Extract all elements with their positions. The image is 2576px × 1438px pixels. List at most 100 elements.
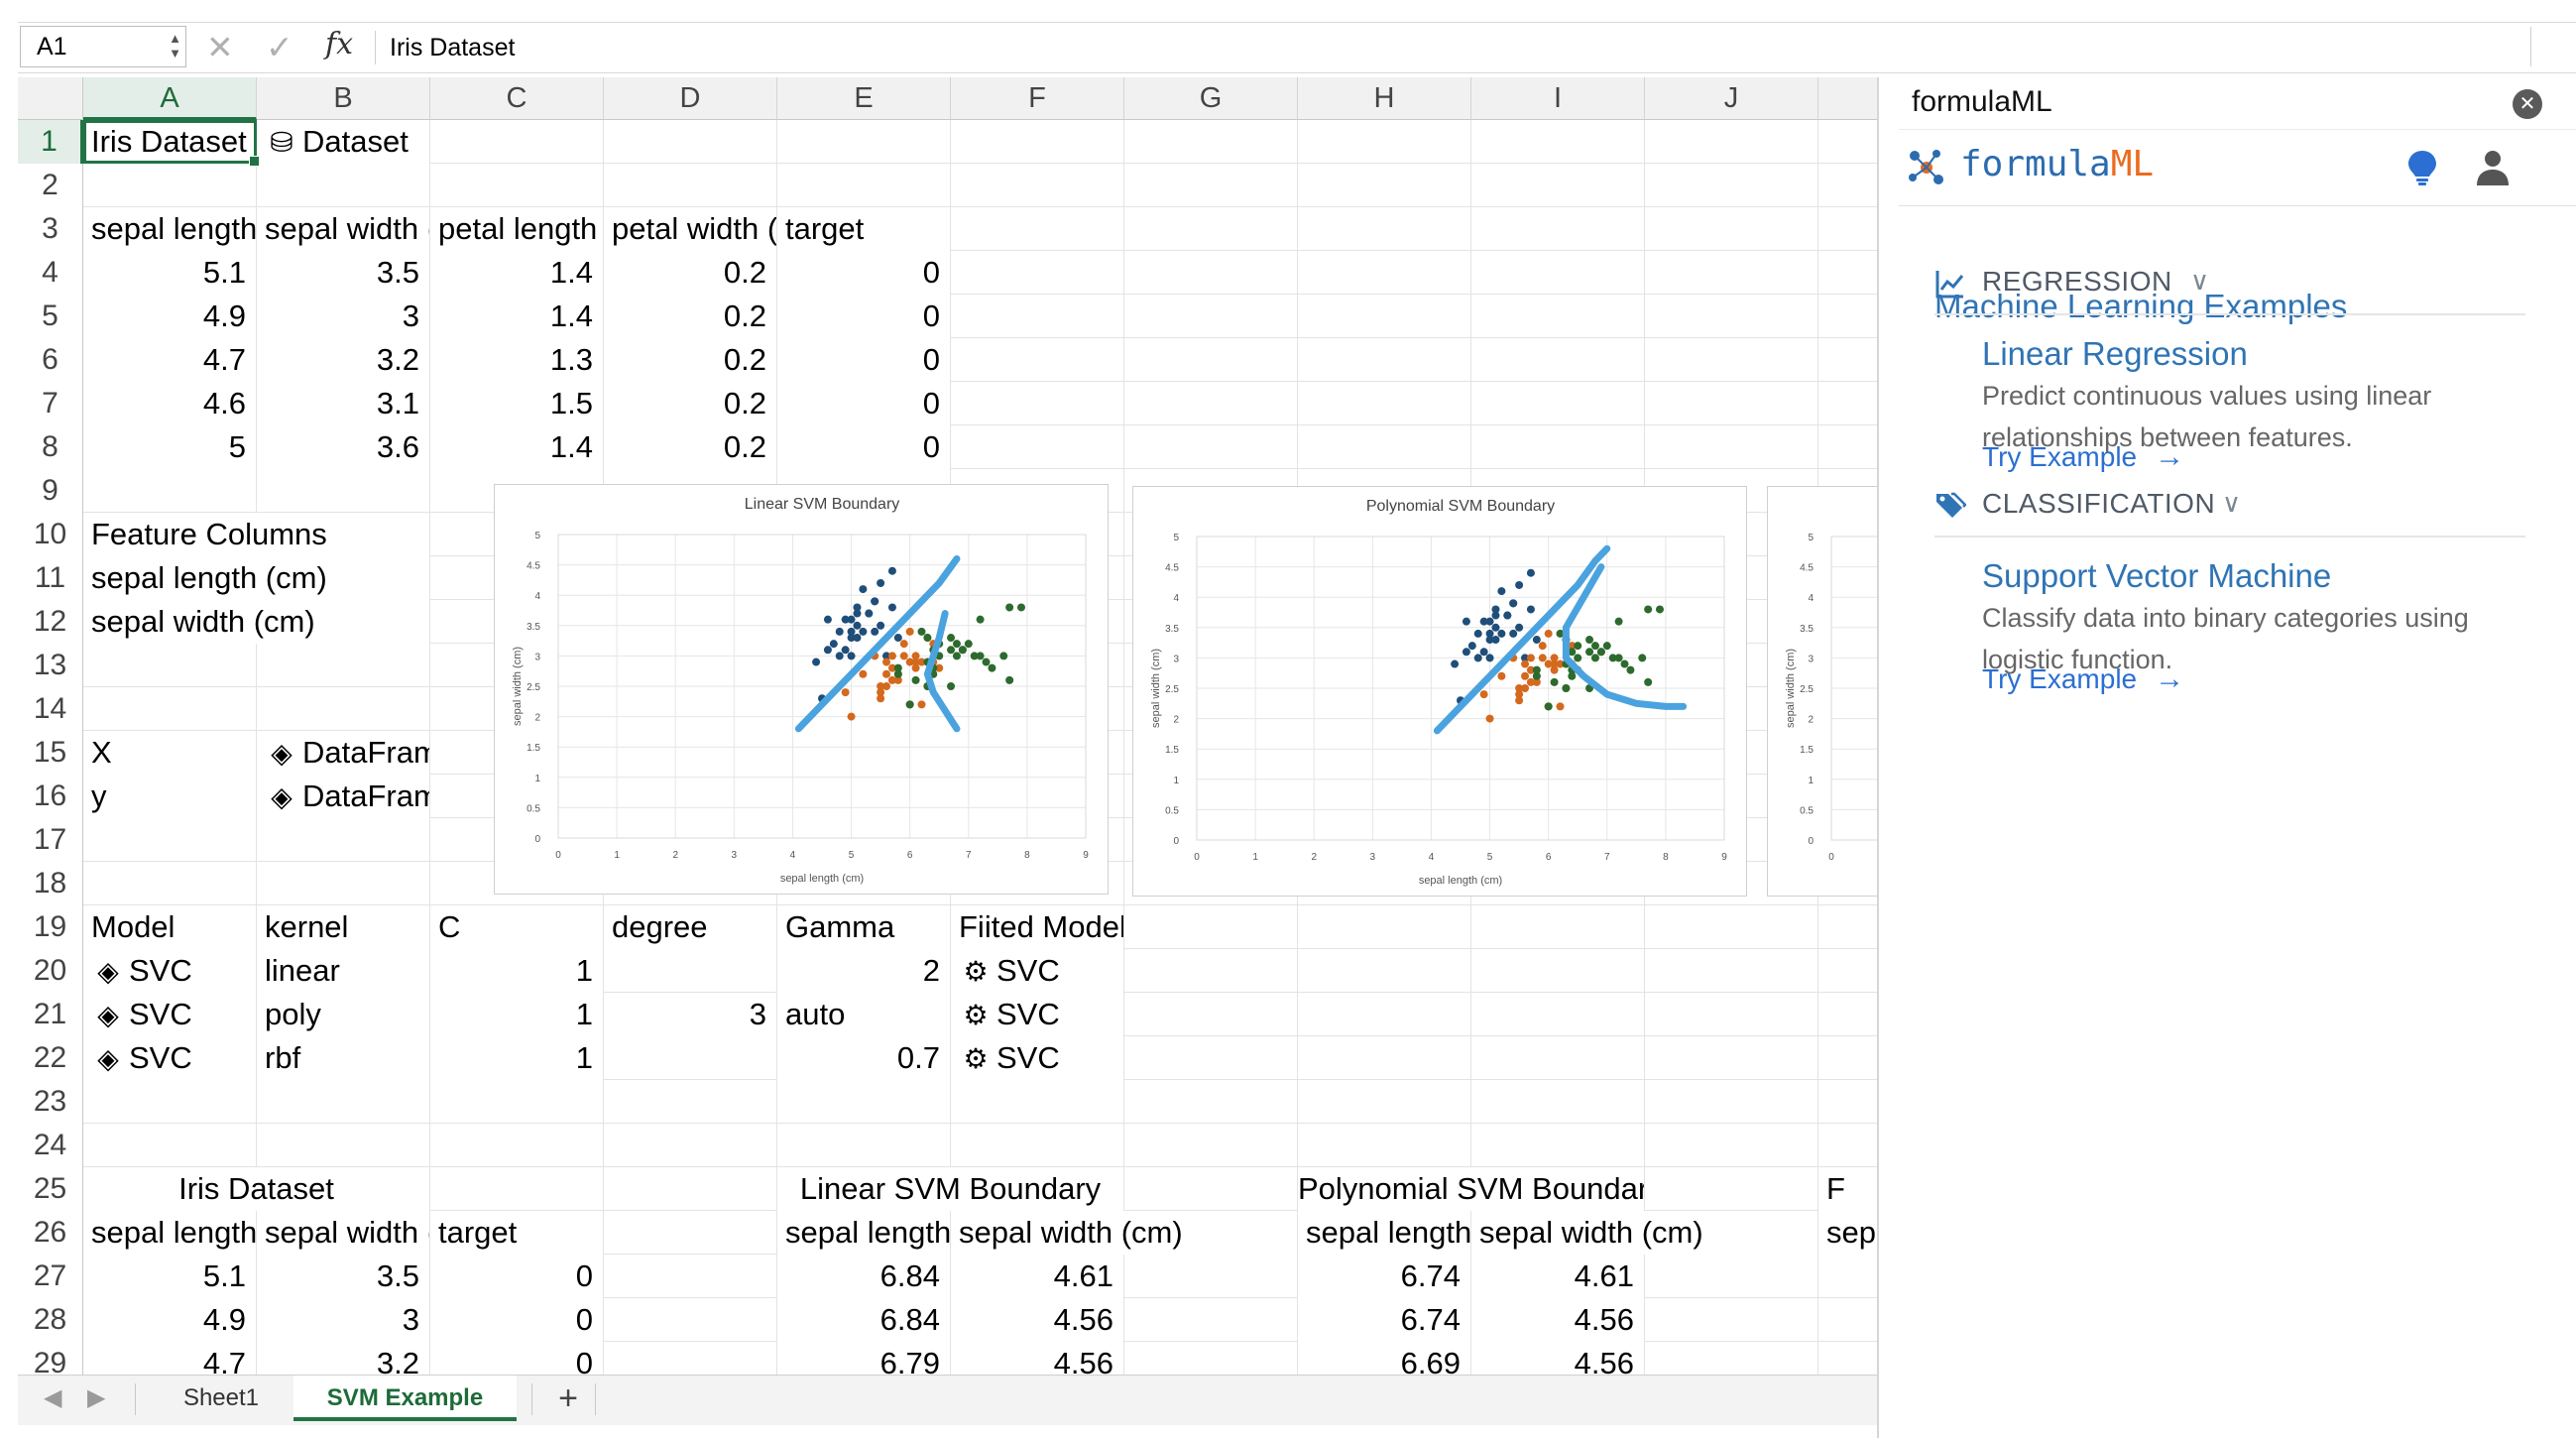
- cell-a27[interactable]: 5.1: [83, 1255, 256, 1298]
- cell-e19[interactable]: Gamma: [777, 905, 950, 949]
- cell-e21[interactable]: auto: [777, 993, 950, 1036]
- row-header-11[interactable]: 11: [18, 556, 83, 600]
- cell-c20[interactable]: 1: [430, 949, 603, 993]
- cell-c27[interactable]: 0: [430, 1255, 603, 1298]
- row-header-20[interactable]: 20: [18, 949, 83, 993]
- cell-b22[interactable]: rbf: [257, 1036, 429, 1080]
- cell-e25-merged[interactable]: Linear SVM Boundary: [777, 1167, 1123, 1211]
- row-header-26[interactable]: 26: [18, 1211, 83, 1255]
- name-box[interactable]: A1 ▲ ▼: [20, 26, 186, 67]
- row-header-4[interactable]: 4: [18, 251, 83, 295]
- chart-third-svm[interactable]: 0 0.5 1 1.5 2 2.5 3 3.5 4 4.5 5 0 sepal width (cm): [1767, 486, 1878, 897]
- row-header-18[interactable]: 18: [18, 862, 83, 905]
- row-header-29[interactable]: 29: [18, 1342, 83, 1375]
- cell-c4[interactable]: 1.4: [430, 251, 603, 295]
- cell-a11[interactable]: sepal length (cm): [83, 556, 429, 600]
- try-example-link[interactable]: Try Example →: [1982, 440, 2184, 474]
- next-sheet-icon[interactable]: ▶: [87, 1384, 106, 1411]
- cell-b19[interactable]: kernel: [257, 905, 429, 949]
- column-header-g[interactable]: G: [1124, 77, 1298, 120]
- chart-linear-svm[interactable]: Linear SVM Boundary 0 0.5 1 1.5 2 2.5 3 3.5 4 4.5 5…: [494, 484, 1109, 895]
- cell-d8[interactable]: 0.2: [604, 425, 776, 469]
- cell-d7[interactable]: 0.2: [604, 382, 776, 425]
- section-regression[interactable]: REGRESSION ∨: [1934, 254, 2525, 315]
- column-header-c[interactable]: C: [430, 77, 604, 120]
- row-header-17[interactable]: 17: [18, 818, 83, 862]
- cell-f28[interactable]: 4.56: [951, 1298, 1123, 1342]
- row-header-1[interactable]: 1: [18, 120, 83, 164]
- cell-i29[interactable]: 4.56: [1471, 1342, 1644, 1375]
- row-header-21[interactable]: 21: [18, 993, 83, 1036]
- row-header-28[interactable]: 28: [18, 1298, 83, 1342]
- cell-d21[interactable]: 3: [604, 993, 776, 1036]
- tab-svm-example[interactable]: SVM Example: [293, 1376, 517, 1421]
- cell-a19[interactable]: Model: [83, 905, 256, 949]
- cell-b26[interactable]: sepal width (: [257, 1211, 429, 1255]
- cell-c19[interactable]: C: [430, 905, 603, 949]
- cell-f26[interactable]: sepal width (cm): [951, 1211, 1297, 1255]
- cell-h25-merged[interactable]: Polynomial SVM Boundary: [1298, 1167, 1644, 1211]
- cell-i28[interactable]: 4.56: [1471, 1298, 1644, 1342]
- cell-e6[interactable]: 0: [777, 338, 950, 382]
- row-header-9[interactable]: 9: [18, 469, 83, 513]
- cell-a7[interactable]: 4.6: [83, 382, 256, 425]
- cell-b21[interactable]: poly: [257, 993, 429, 1036]
- row-header-5[interactable]: 5: [18, 295, 83, 338]
- cell-d5[interactable]: 0.2: [604, 295, 776, 338]
- cell-c6[interactable]: 1.3: [430, 338, 603, 382]
- row-header-24[interactable]: 24: [18, 1124, 83, 1167]
- cell-i26[interactable]: sepal width (cm): [1471, 1211, 1817, 1255]
- section-classification[interactable]: CLASSIFICATION ∨: [1934, 476, 2525, 538]
- cell-f29[interactable]: 4.56: [951, 1342, 1123, 1375]
- cell-b7[interactable]: 3.1: [257, 382, 429, 425]
- cell-h28[interactable]: 6.74: [1298, 1298, 1470, 1342]
- row-header-3[interactable]: 3: [18, 207, 83, 251]
- cell-b16[interactable]: ◈ DataFrame: [257, 775, 429, 818]
- cell-b6[interactable]: 3.2: [257, 338, 429, 382]
- column-header-f[interactable]: F: [951, 77, 1124, 120]
- row-header-10[interactable]: 10: [18, 513, 83, 556]
- chart-polynomial-svm[interactable]: Polynomial SVM Boundary 0 0.5 1 1.5 2 2.5 3 3.5 4…: [1132, 486, 1747, 897]
- cell-a29[interactable]: 4.7: [83, 1342, 256, 1375]
- cell-d6[interactable]: 0.2: [604, 338, 776, 382]
- close-icon[interactable]: ✕: [2513, 89, 2542, 119]
- cell-b3[interactable]: sepal width (: [257, 207, 429, 251]
- cancel-icon[interactable]: ✕: [206, 29, 234, 65]
- row-header-2[interactable]: 2: [18, 164, 83, 207]
- cell-f19[interactable]: Fiited Model: [951, 905, 1123, 949]
- example-title[interactable]: Linear Regression: [1982, 335, 2248, 372]
- cell-b15[interactable]: ◈ DataFrame: [257, 731, 429, 775]
- row-header-15[interactable]: 15: [18, 731, 83, 775]
- cell-b28[interactable]: 3: [257, 1298, 429, 1342]
- cell-c26[interactable]: target: [430, 1211, 603, 1255]
- cell-a1[interactable]: Iris Dataset: [83, 120, 256, 164]
- column-header-e[interactable]: E: [777, 77, 951, 120]
- cell-c22[interactable]: 1: [430, 1036, 603, 1080]
- cell-b8[interactable]: 3.6: [257, 425, 429, 469]
- cell-f27[interactable]: 4.61: [951, 1255, 1123, 1298]
- row-header-8[interactable]: 8: [18, 425, 83, 469]
- column-header-d[interactable]: D: [604, 77, 777, 120]
- row-header-23[interactable]: 23: [18, 1080, 83, 1124]
- name-box-dropdown-icon[interactable]: ▲ ▼: [169, 31, 181, 60]
- cell-k25[interactable]: F: [1818, 1167, 1878, 1211]
- row-header-16[interactable]: 16: [18, 775, 83, 818]
- row-header-27[interactable]: 27: [18, 1255, 83, 1298]
- cell-a28[interactable]: 4.9: [83, 1298, 256, 1342]
- lightbulb-icon[interactable]: [2404, 148, 2440, 187]
- cell-d3[interactable]: petal width (: [604, 207, 776, 251]
- cell-h26[interactable]: sepal length: [1298, 1211, 1470, 1255]
- cell-e3[interactable]: target: [777, 207, 950, 251]
- cell-k26[interactable]: sep: [1818, 1211, 1878, 1255]
- chevron-down-icon[interactable]: ∨: [2222, 488, 2242, 518]
- row-header-14[interactable]: 14: [18, 687, 83, 731]
- cell-e27[interactable]: 6.84: [777, 1255, 950, 1298]
- cell-h27[interactable]: 6.74: [1298, 1255, 1470, 1298]
- cell-c8[interactable]: 1.4: [430, 425, 603, 469]
- cell-a6[interactable]: 4.7: [83, 338, 256, 382]
- cell-e26[interactable]: sepal length: [777, 1211, 950, 1255]
- row-header-25[interactable]: 25: [18, 1167, 83, 1211]
- cell-b20[interactable]: linear: [257, 949, 429, 993]
- cell-a16[interactable]: y: [83, 775, 256, 818]
- cell-f21[interactable]: ⚙ SVC: [951, 993, 1123, 1036]
